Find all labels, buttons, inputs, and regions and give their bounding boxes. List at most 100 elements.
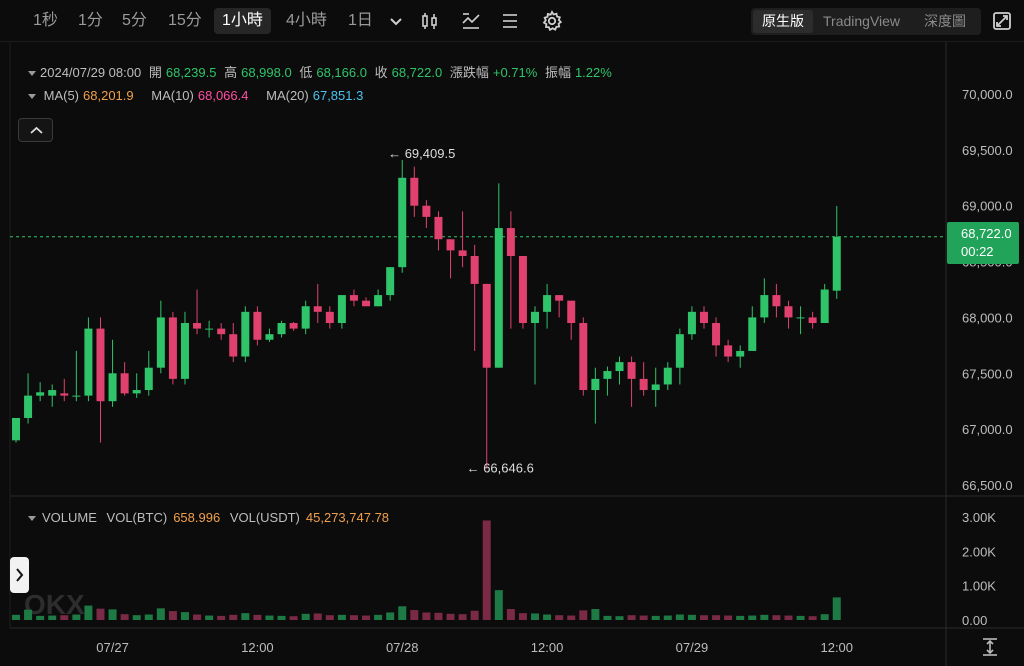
candle-body [325,311,334,324]
chevron-down-icon[interactable] [384,9,408,33]
timeframe-1h[interactable]: 1小時 [214,8,271,34]
candle-body [736,350,745,357]
candle-body [543,295,552,312]
ohlc-toggle-icon[interactable] [28,71,36,77]
volume-bar [434,612,443,620]
high-annotation: ← 69,409.5 [388,146,455,161]
volume-bar [663,615,672,620]
candle-body [724,345,733,357]
amplitude-value: 1.22% [574,65,612,80]
axis-scale-icon[interactable] [980,636,1000,658]
fullscreen-icon[interactable] [990,9,1014,33]
view-tradingview[interactable]: TradingView [823,13,901,29]
price-tick-label: 66,500.0 [962,478,1013,493]
candle-body [36,392,45,396]
candle-body [494,228,503,368]
candle-body [832,236,841,291]
candle-body [531,311,540,324]
candle-body [506,228,515,256]
amplitude-label: 振幅 [544,65,571,80]
volume-bar [168,611,177,620]
candle-body [362,300,371,307]
volume-bar [639,615,648,620]
volume-bar [60,615,69,620]
ma5-value: 68,201.9 [83,88,134,103]
volume-bar [205,615,214,620]
low-annotation: ← 66,646.6 [467,461,534,476]
volume-bar [144,614,153,620]
candle-body [446,239,455,251]
candle-body [820,289,829,324]
volume-bar [627,615,636,620]
ma20-value: 67,851.3 [312,88,364,103]
volume-bar [712,615,721,620]
candle-body [470,255,479,284]
candlestick-chart[interactable]: OKX66,500.067,000.067,500.068,000.068,50… [0,42,1024,666]
candle-body [603,371,612,379]
low-value: 68,166.0 [316,65,367,80]
open-label: 開 [148,65,162,80]
candle-body [253,311,262,340]
timeframe-1m[interactable]: 1分 [78,12,103,29]
collapse-indicators-button[interactable] [18,118,53,142]
candle-body [699,311,708,324]
ma20-label: MA(20) [266,88,309,103]
gear-icon[interactable] [540,9,564,33]
candle-body [120,373,129,394]
candle-body [518,255,527,324]
candle-body [748,317,757,351]
indicator-icon[interactable] [459,9,483,33]
volume-bar [180,612,189,620]
candle-body [132,390,141,394]
volume-bar [808,616,817,620]
candle-body [410,177,419,206]
volume-bar [446,613,455,620]
volume-bar [603,615,612,620]
view-native[interactable]: 原生版 [753,10,813,33]
volume-bar [760,614,769,620]
close-value: 68,722.0 [391,65,443,80]
x-tick-label: 12:00 [531,640,564,655]
price-tick-label: 69,500.0 [962,143,1013,158]
view-depth[interactable]: 深度圖 [924,13,966,29]
volume-toggle-icon[interactable] [28,516,36,522]
volume-bar [591,609,600,620]
volume-bar [748,615,757,620]
price-tick-label: 69,000.0 [962,199,1013,214]
timeframe-4h[interactable]: 4小時 [286,12,327,29]
volume-bar [555,615,564,620]
volume-bar [543,614,552,620]
expand-panel-button[interactable] [10,557,29,593]
ma-info: MA(5) 68,201.9 MA(10) 68,066.4 MA(20) 67,85… [28,88,367,103]
candle-body [144,367,153,391]
price-tick-label: 70,000.0 [962,87,1013,102]
vol-btc-label: VOL(BTC) [106,510,168,525]
ma10-value: 68,066.4 [197,88,249,103]
candle-body [374,295,383,307]
volume-bar [108,609,117,620]
candle-body [96,328,105,402]
candle-body [398,177,407,268]
x-tick-label: 12:00 [241,640,274,655]
candle-body [627,362,636,379]
candle-body [60,393,69,396]
candle-body [12,417,20,441]
volume-bar [772,615,781,620]
volume-bar [265,615,274,620]
timeframe-1s[interactable]: 1秒 [33,12,58,29]
timeframe-1d[interactable]: 1日 [348,12,373,29]
candle-style-icon[interactable] [418,9,442,33]
price-tick-label: 67,000.0 [962,422,1013,437]
ma-toggle-icon[interactable] [28,94,36,100]
volume-tick-label: 3.00K [962,510,996,525]
volume-bar [470,610,479,620]
timeframe-15m[interactable]: 15分 [168,12,202,29]
volume-tick-label: 1.00K [962,579,996,594]
timeframe-5m[interactable]: 5分 [122,12,147,29]
volume-bar [96,608,105,620]
x-tick-label: 07/27 [96,640,129,655]
volume-bar [832,597,841,620]
candle-body [72,395,81,397]
settings-list-icon[interactable] [499,9,523,33]
candle-body [687,311,696,335]
